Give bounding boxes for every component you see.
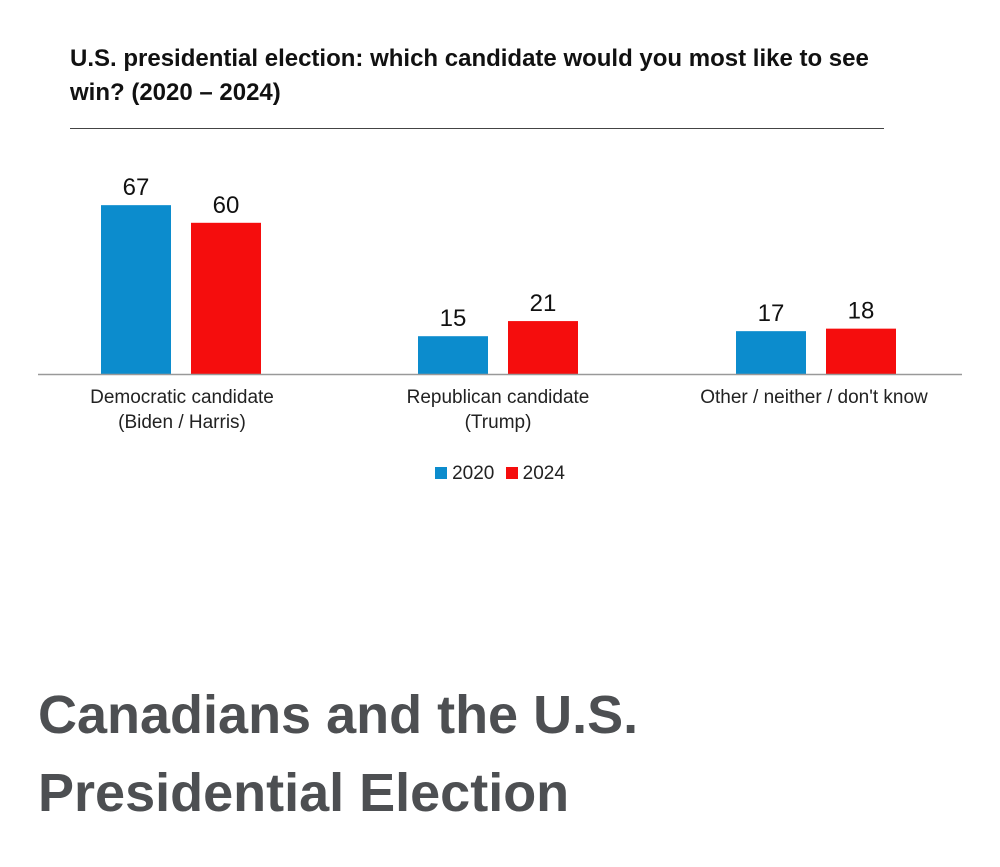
chart-title: U.S. presidential election: which candid… [70,45,869,106]
chart-legend: 2020 2024 [0,463,1000,485]
category-label-democratic: Democratic candidate (Biden / Harris) [90,387,274,433]
data-label-other-neither-don-t-know-2020: 17 [758,300,785,327]
bar-other-neither-don-t-know-2024 [826,328,896,374]
legend-label-2020: 2020 [452,463,495,484]
legend-item-2024: 2024 [505,463,565,485]
legend-swatch-2020 [435,467,448,479]
category-label-republican: Republican candidate (Trump) [406,387,590,433]
title-divider [70,128,884,129]
bar-democratic-candidate-2024 [191,222,261,374]
legend-swatch-2024 [505,467,518,479]
data-label-democratic-candidate-2024: 60 [213,192,240,219]
data-label-republican-candidate-2020: 15 [440,305,467,332]
bar-chart: 67 60 15 21 17 18 [38,174,962,376]
legend-label-2024: 2024 [522,463,565,484]
data-label-democratic-candidate-2020: 67 [123,174,150,201]
data-label-republican-candidate-2024: 21 [530,290,557,317]
page-heading: Canadians and the U.S. Presidential Elec… [38,685,639,823]
bar-democratic-candidate-2020 [101,205,171,374]
category-label-other: Other / neither / don't know [700,387,928,408]
bar-other-neither-don-t-know-2020 [736,331,806,374]
data-label-other-neither-don-t-know-2024: 18 [848,298,875,325]
legend-item-2020: 2020 [435,463,494,485]
bar-republican-candidate-2024 [508,321,578,374]
bar-republican-candidate-2020 [418,336,488,374]
